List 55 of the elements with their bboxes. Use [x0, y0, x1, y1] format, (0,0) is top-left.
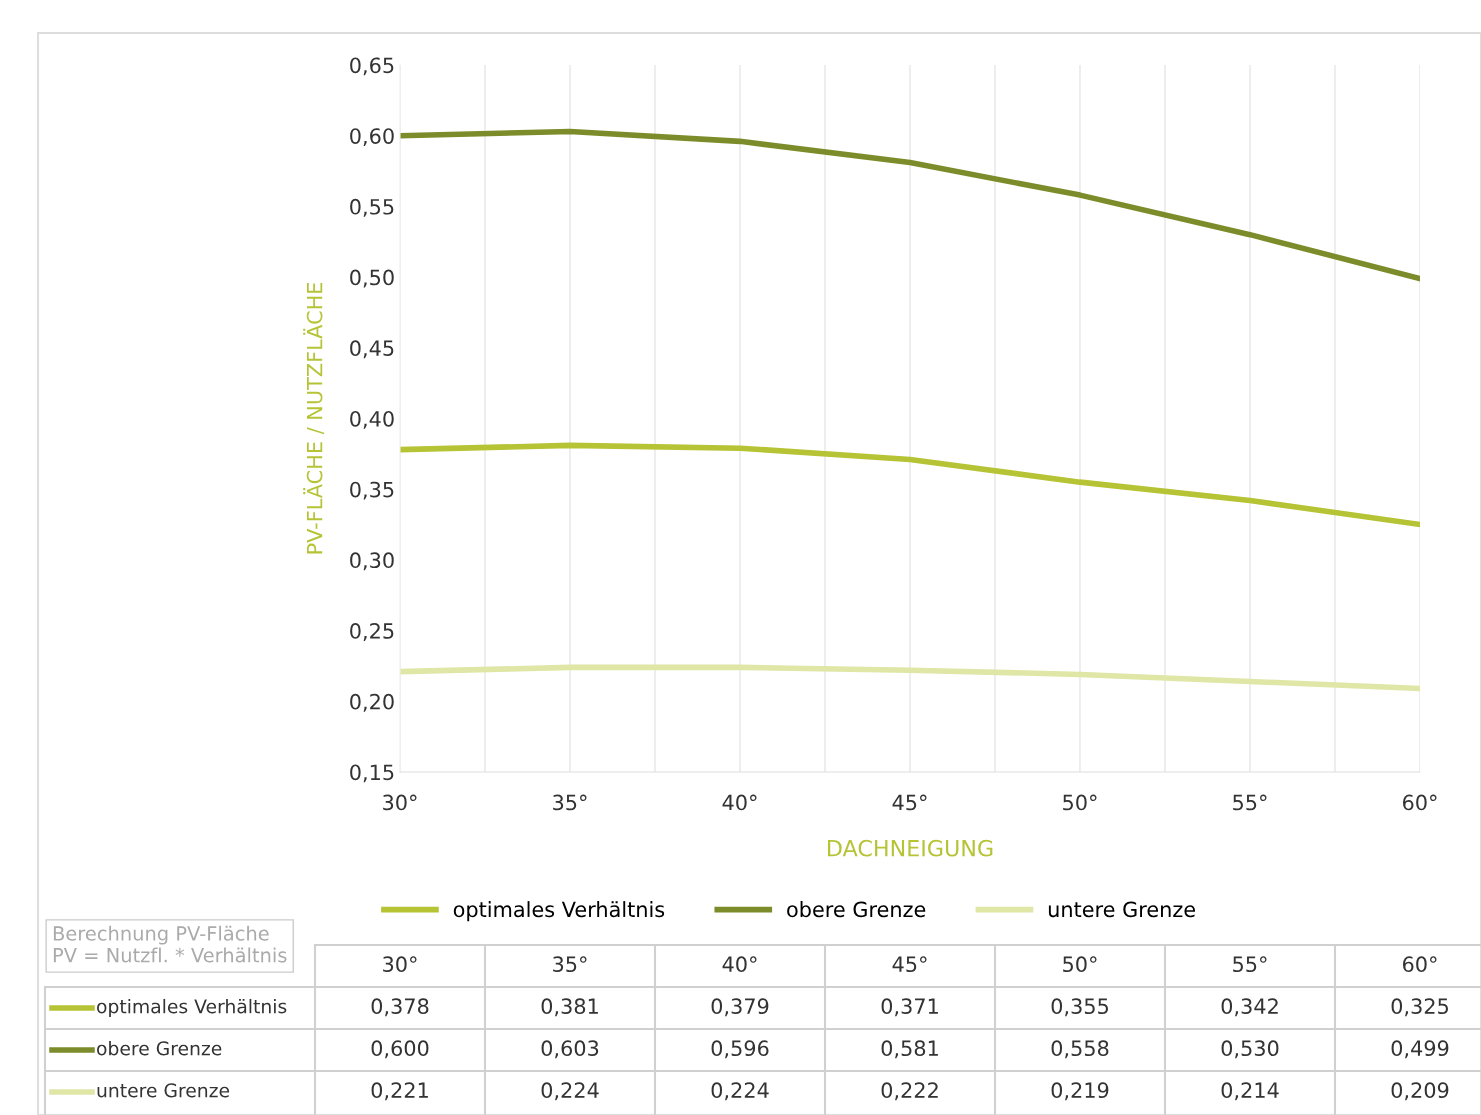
data-label: 0,224: [541, 1082, 599, 1101]
data-label: 0,224: [711, 1082, 769, 1101]
text: untere Grenze: [97, 1083, 230, 1098]
category-label: 45°: [892, 956, 927, 973]
data-label: 0,558: [1051, 1040, 1109, 1059]
y-tick-label: 0,45: [350, 340, 394, 359]
y-tick-label: 0,35: [350, 481, 394, 500]
x-tick-label: 50°: [1063, 794, 1097, 811]
y-tick-label: 0,20: [350, 693, 394, 712]
y-tick-label: 0,25: [350, 623, 394, 641]
x-tick-label: 30°: [383, 794, 417, 811]
data-label: 0,342: [1221, 998, 1278, 1017]
x-tick-label: 55°: [1233, 794, 1267, 811]
data-label: 0,530: [1221, 1040, 1279, 1059]
y-tick-label: 0,60: [350, 128, 394, 147]
text: obere Grenze: [97, 1040, 222, 1056]
data-label: 0,214: [1221, 1082, 1279, 1101]
category-label: 55°: [1233, 956, 1267, 973]
data-label: 0,222: [881, 1082, 938, 1101]
category-label: 35°: [553, 956, 587, 973]
x-tick-label: 45°: [892, 794, 927, 811]
legend-label: optimales Verhältnis: [453, 901, 665, 922]
data-label: 0,596: [711, 1040, 769, 1059]
data-label: 0,600: [371, 1040, 429, 1059]
y-tick-label: 0,50: [350, 269, 394, 288]
data-label: 0,581: [881, 1040, 938, 1059]
y-tick-label: 0,65: [350, 57, 394, 76]
category-label: 60°: [1402, 956, 1437, 973]
x-tick-label: 60°: [1402, 794, 1437, 811]
data-label: 0,325: [1391, 998, 1448, 1017]
legend-label: obere Grenze: [787, 901, 926, 918]
text: optimales Verhältnis: [97, 998, 287, 1018]
data-label: 0,381: [541, 998, 598, 1017]
text: Berechnung PV-Fläche PV = Nutzfl. * Verhältnis: [53, 925, 287, 963]
category-label: 40°: [722, 956, 757, 973]
x-axis-title: DACHNEIGUNG: [828, 839, 993, 857]
data-label: 0,499: [1391, 1040, 1449, 1059]
data-label: 0,219: [1051, 1082, 1109, 1101]
legend-label: untere Grenze: [1048, 901, 1195, 918]
y-axis-title: PV-FLÄCHE / NUTZFLÄCHE: [303, 282, 325, 554]
data-label: 0,371: [881, 998, 938, 1017]
data-label: 0,378: [371, 998, 429, 1017]
category-label: 30°: [383, 956, 417, 973]
data-label: 0,379: [711, 998, 769, 1017]
y-tick-label: 0,30: [350, 552, 394, 571]
category-label: 50°: [1063, 956, 1097, 973]
data-label: 0,209: [1391, 1082, 1449, 1101]
x-tick-label: 40°: [722, 794, 757, 811]
y-tick-label: 0,55: [350, 198, 394, 217]
data-label: 0,603: [541, 1040, 599, 1059]
data-label: 0,355: [1051, 998, 1108, 1017]
x-tick-label: 35°: [553, 794, 587, 811]
y-tick-label: 0,40: [350, 410, 394, 429]
data-label: 0,221: [371, 1082, 428, 1101]
y-tick-label: 0,15: [350, 764, 394, 783]
